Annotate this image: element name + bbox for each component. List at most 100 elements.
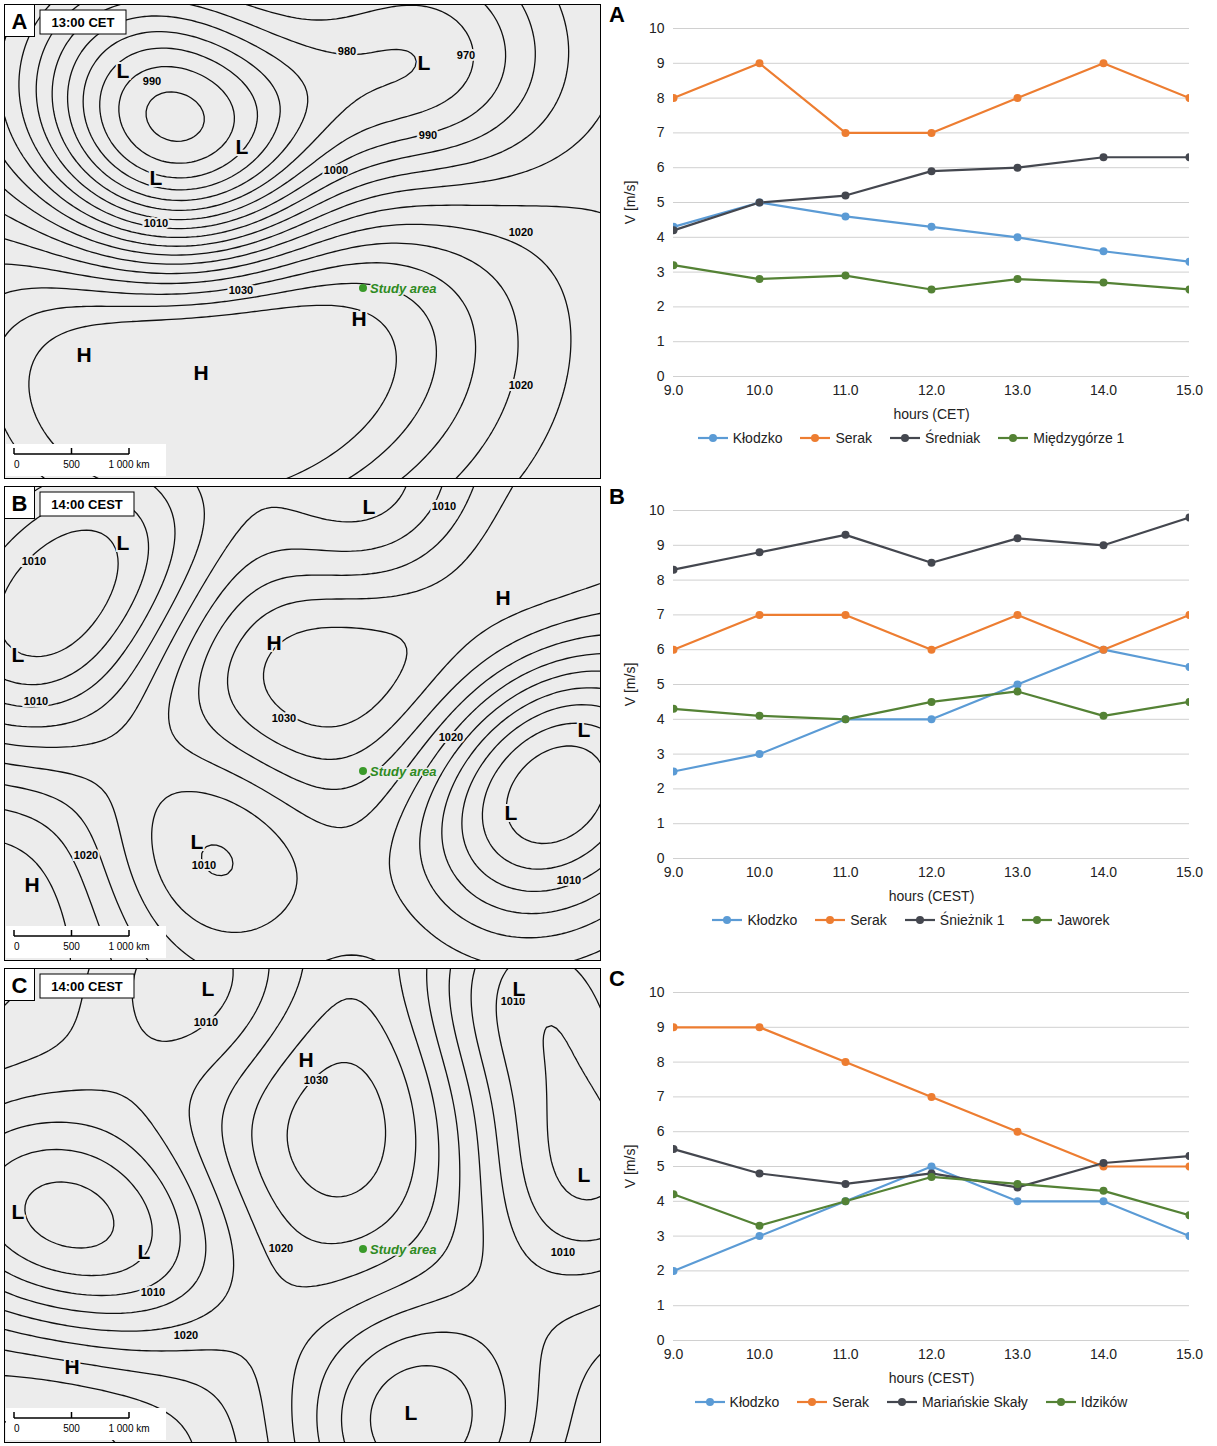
svg-text:10.0: 10.0: [746, 864, 773, 880]
svg-text:14:00 CEST: 14:00 CEST: [51, 979, 123, 994]
svg-text:990: 990: [143, 75, 161, 87]
svg-text:9.0: 9.0: [664, 382, 684, 398]
svg-text:0: 0: [14, 1423, 20, 1434]
svg-text:10: 10: [649, 502, 665, 518]
svg-text:500: 500: [63, 941, 80, 952]
svg-text:1010: 1010: [557, 874, 581, 886]
svg-text:10: 10: [649, 20, 665, 36]
svg-text:10: 10: [649, 984, 665, 1000]
svg-text:14:00 CEST: 14:00 CEST: [51, 497, 123, 512]
svg-text:11.0: 11.0: [832, 382, 858, 398]
svg-text:hours (CEST): hours (CEST): [889, 888, 975, 904]
svg-text:H: H: [266, 631, 281, 654]
svg-text:1: 1: [657, 815, 665, 831]
svg-text:L: L: [12, 643, 25, 666]
svg-text:1010: 1010: [551, 1246, 575, 1258]
svg-text:1030: 1030: [272, 712, 296, 724]
svg-text:6: 6: [657, 641, 665, 657]
svg-text:1010: 1010: [141, 1286, 165, 1298]
svg-text:990: 990: [419, 129, 437, 141]
svg-text:L: L: [418, 51, 431, 74]
svg-text:1010: 1010: [194, 1016, 218, 1028]
svg-text:1010: 1010: [144, 217, 168, 229]
svg-text:5: 5: [657, 1158, 665, 1174]
svg-text:8: 8: [657, 90, 665, 106]
svg-text:2: 2: [657, 1262, 665, 1278]
svg-text:H: H: [495, 586, 510, 609]
svg-text:500: 500: [63, 459, 80, 470]
svg-text:9: 9: [657, 1019, 665, 1035]
svg-text:V [m/s]: V [m/s]: [622, 1145, 638, 1189]
svg-text:L: L: [405, 1401, 418, 1424]
svg-text:1: 1: [657, 333, 665, 349]
svg-text:5: 5: [657, 676, 665, 692]
svg-text:1: 1: [657, 1297, 665, 1313]
svg-text:L: L: [150, 166, 163, 189]
svg-text:L: L: [117, 531, 130, 554]
svg-text:V [m/s]: V [m/s]: [622, 181, 638, 225]
svg-text:2: 2: [657, 780, 665, 796]
svg-text:1020: 1020: [509, 379, 533, 391]
svg-text:L: L: [12, 1200, 25, 1223]
svg-text:1010: 1010: [192, 859, 216, 871]
svg-text:9: 9: [657, 537, 665, 553]
svg-text:1010: 1010: [22, 555, 46, 567]
svg-text:B: B: [12, 491, 28, 516]
svg-text:11.0: 11.0: [832, 864, 858, 880]
svg-text:7: 7: [657, 606, 665, 622]
svg-text:14.0: 14.0: [1090, 382, 1117, 398]
svg-text:Study area: Study area: [370, 764, 436, 779]
svg-text:4: 4: [657, 1193, 665, 1209]
svg-text:L: L: [117, 59, 130, 82]
svg-text:L: L: [138, 1240, 151, 1263]
svg-text:7: 7: [657, 124, 665, 140]
svg-text:1030: 1030: [229, 284, 253, 296]
svg-text:1010: 1010: [432, 500, 456, 512]
svg-text:L: L: [202, 977, 215, 1000]
svg-text:8: 8: [657, 1054, 665, 1070]
svg-text:H: H: [64, 1355, 79, 1378]
svg-text:V [m/s]: V [m/s]: [622, 663, 638, 707]
svg-text:hours (CET): hours (CET): [893, 406, 969, 422]
svg-text:1 000 km: 1 000 km: [108, 459, 149, 470]
svg-text:Study area: Study area: [370, 281, 436, 296]
svg-text:980: 980: [338, 45, 356, 57]
svg-text:8: 8: [657, 572, 665, 588]
svg-text:L: L: [236, 135, 249, 158]
svg-text:L: L: [363, 495, 376, 518]
svg-text:C: C: [12, 973, 28, 998]
svg-text:L: L: [578, 1163, 591, 1186]
svg-text:4: 4: [657, 711, 665, 727]
svg-text:H: H: [351, 307, 366, 330]
svg-text:2: 2: [657, 298, 665, 314]
svg-text:H: H: [76, 343, 91, 366]
svg-text:9.0: 9.0: [664, 1346, 684, 1362]
svg-text:9: 9: [657, 55, 665, 71]
svg-text:4: 4: [657, 229, 665, 245]
svg-text:970: 970: [457, 49, 475, 61]
svg-text:A: A: [12, 9, 28, 34]
svg-text:1020: 1020: [269, 1242, 293, 1254]
svg-text:3: 3: [657, 1228, 665, 1244]
svg-text:15.0: 15.0: [1176, 1346, 1203, 1362]
svg-text:9.0: 9.0: [664, 864, 684, 880]
svg-text:6: 6: [657, 159, 665, 175]
svg-text:3: 3: [657, 746, 665, 762]
svg-text:L: L: [578, 718, 591, 741]
svg-text:15.0: 15.0: [1176, 864, 1203, 880]
svg-text:10.0: 10.0: [746, 382, 773, 398]
svg-text:1030: 1030: [304, 1074, 328, 1086]
svg-text:1 000 km: 1 000 km: [108, 941, 149, 952]
svg-text:hours (CEST): hours (CEST): [889, 1370, 975, 1386]
svg-text:1 000 km: 1 000 km: [108, 1423, 149, 1434]
svg-text:15.0: 15.0: [1176, 382, 1203, 398]
svg-text:13.0: 13.0: [1004, 1346, 1031, 1362]
svg-text:7: 7: [657, 1088, 665, 1104]
svg-text:5: 5: [657, 194, 665, 210]
svg-text:1020: 1020: [509, 226, 533, 238]
svg-text:3: 3: [657, 264, 665, 280]
svg-text:13:00 CET: 13:00 CET: [52, 15, 115, 30]
svg-text:1020: 1020: [74, 849, 98, 861]
svg-text:Study area: Study area: [370, 1242, 436, 1257]
svg-text:14.0: 14.0: [1090, 864, 1117, 880]
